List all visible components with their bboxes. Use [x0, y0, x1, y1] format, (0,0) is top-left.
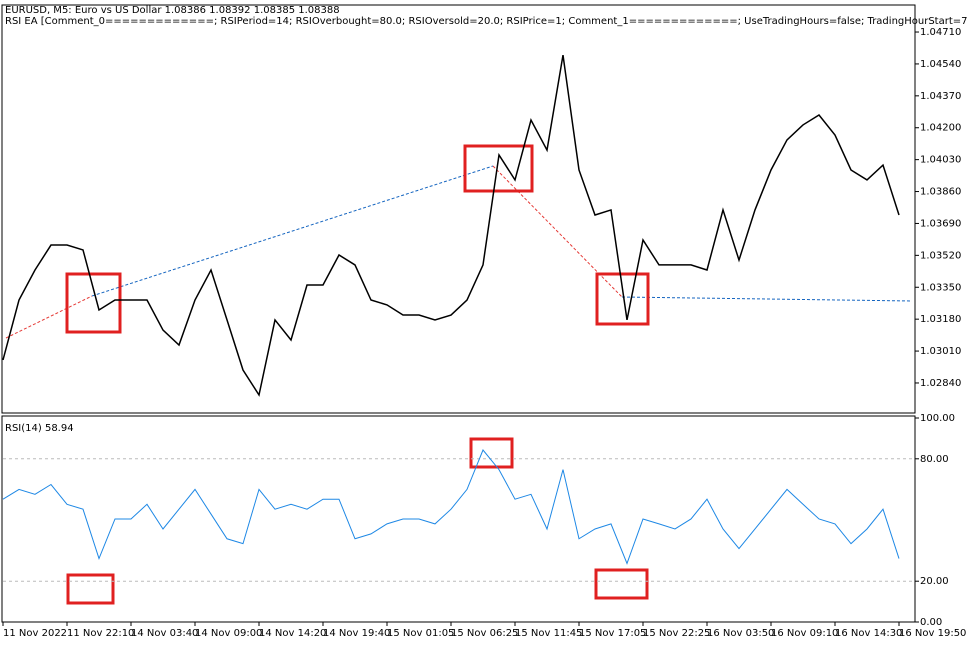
- x-tick-label: 11 Nov 2022: [3, 628, 67, 639]
- chart-subtitle: RSI EA [Comment_0=============; RSIPerio…: [5, 16, 968, 27]
- x-tick-label: 16 Nov 03:50: [707, 628, 774, 639]
- y-tick-label: 1.03860: [920, 187, 961, 198]
- series-line: [2, 54, 900, 397]
- trade-line: [91, 165, 494, 297]
- highlight-box: [65, 272, 122, 334]
- y-tick-label: 1.04030: [920, 155, 961, 166]
- x-tick-label: 14 Nov 09:00: [195, 628, 262, 639]
- highlight-box: [66, 573, 115, 605]
- y-tick-label: 1.03180: [920, 314, 961, 325]
- y-tick-label: 1.03520: [920, 250, 961, 261]
- y-tick-label: 100.00: [920, 413, 955, 424]
- rsi-frame: [1, 415, 916, 623]
- series-line: [2, 449, 900, 565]
- x-tick-label: 15 Nov 06:25: [451, 628, 518, 639]
- chart-title: EURUSD, M5: Euro vs US Dollar 1.08386 1.…: [5, 5, 340, 16]
- rsi-title: RSI(14) 58.94: [5, 423, 74, 434]
- y-tick-label: 1.03010: [920, 346, 961, 357]
- highlight-box: [595, 272, 650, 326]
- y-tick-label: 1.04370: [920, 91, 961, 102]
- x-tick-label: 11 Nov 22:10: [67, 628, 134, 639]
- x-tick-label: 15 Nov 22:25: [643, 628, 710, 639]
- x-tick-label: 16 Nov 09:10: [771, 628, 838, 639]
- x-tick-label: 16 Nov 19:50: [899, 628, 966, 639]
- price-frame: [1, 4, 916, 414]
- trade-annotations: [5, 144, 913, 605]
- trade-line: [492, 165, 623, 298]
- x-tick-label: 14 Nov 19:40: [323, 628, 390, 639]
- x-tick-label: 14 Nov 03:40: [131, 628, 198, 639]
- x-tick-label: 16 Nov 14:30: [835, 628, 902, 639]
- y-tick-label: 1.04540: [920, 59, 961, 70]
- highlight-box: [594, 568, 649, 600]
- trade-line: [621, 296, 913, 302]
- trade-line: [5, 295, 93, 339]
- y-tick-label: 1.02840: [920, 378, 961, 389]
- y-tick-label: 1.03350: [920, 282, 961, 293]
- y-tick-label: 1.04710: [920, 27, 961, 38]
- highlight-box: [469, 437, 514, 469]
- x-tick-label: 15 Nov 11:45: [515, 628, 582, 639]
- y-tick-label: 1.04200: [920, 123, 961, 134]
- y-tick-label: 0.00: [920, 617, 942, 628]
- highlight-box: [463, 144, 534, 193]
- y-tick-label: 80.00: [920, 454, 949, 465]
- x-tick-label: 14 Nov 14:20: [259, 628, 326, 639]
- x-tick-label: 15 Nov 17:05: [579, 628, 646, 639]
- y-tick-label: 1.03690: [920, 218, 961, 229]
- y-tick-label: 20.00: [920, 576, 949, 587]
- x-tick-label: 15 Nov 01:05: [387, 628, 454, 639]
